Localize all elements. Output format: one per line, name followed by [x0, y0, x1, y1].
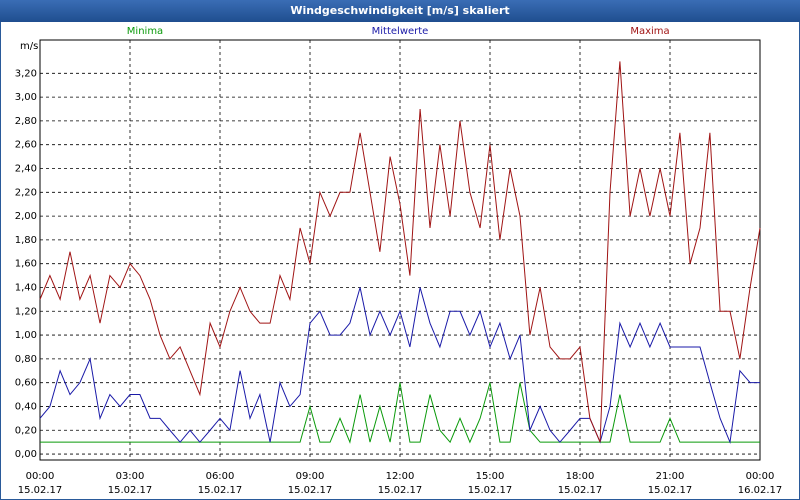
data-line — [40, 382, 760, 444]
x-tick-label: 00:00 — [26, 471, 55, 482]
y-tick-label: 2,80 — [15, 116, 37, 127]
x-tick-label: 21:00 — [656, 471, 685, 482]
y-tick-label: 2,60 — [15, 140, 37, 151]
y-tick-label: 0,00 — [15, 449, 37, 460]
data-line — [39, 287, 760, 445]
legend-label: Maxima — [630, 26, 669, 37]
y-tick-label: 0,20 — [15, 425, 37, 436]
x-tick-label: 15:00 — [476, 471, 505, 482]
y-tick-label: 2,00 — [15, 211, 37, 222]
y-tick-label: 1,20 — [15, 306, 37, 317]
y-tick-label: 1,00 — [15, 330, 37, 341]
y-tick-label: 2,40 — [15, 163, 37, 174]
x-tick-label: 18:00 — [566, 471, 595, 482]
y-tick-label: 0,80 — [15, 354, 37, 365]
y-tick-label: 0,60 — [15, 378, 37, 389]
x-tick-label: 09:00 — [296, 471, 325, 482]
y-tick-label: 2,20 — [15, 187, 37, 198]
x-tick-date: 15.02.17 — [18, 485, 63, 496]
y-tick-label: 1,80 — [15, 235, 37, 246]
y-tick-label: 3,20 — [15, 68, 37, 79]
y-tick-label: 1,40 — [15, 282, 37, 293]
x-tick-date: 15.02.17 — [558, 485, 603, 496]
legend-label: Minima — [127, 26, 163, 37]
x-tick-date: 15.02.17 — [648, 485, 693, 496]
x-tick-label: 03:00 — [116, 471, 145, 482]
x-tick-label: 00:00 — [746, 471, 775, 482]
legend-label: Mittelwerte — [372, 26, 429, 37]
x-tick-label: 06:00 — [206, 471, 235, 482]
x-tick-date: 15.02.17 — [468, 485, 513, 496]
y-tick-label: 1,60 — [15, 259, 37, 270]
data-line — [39, 61, 761, 443]
y-tick-label: 0,40 — [15, 401, 37, 412]
x-tick-label: 12:00 — [386, 471, 415, 482]
x-tick-date: 16.02.17 — [738, 485, 783, 496]
y-axis-label: m/s — [20, 41, 38, 52]
chart-title: Windgeschwindigkeit [m/s] skaliert — [290, 4, 509, 17]
title-bar — [0, 0, 800, 22]
x-tick-date: 15.02.17 — [378, 485, 423, 496]
x-tick-date: 15.02.17 — [108, 485, 153, 496]
x-tick-date: 15.02.17 — [198, 485, 243, 496]
x-tick-date: 15.02.17 — [288, 485, 333, 496]
y-tick-label: 3,00 — [15, 92, 37, 103]
